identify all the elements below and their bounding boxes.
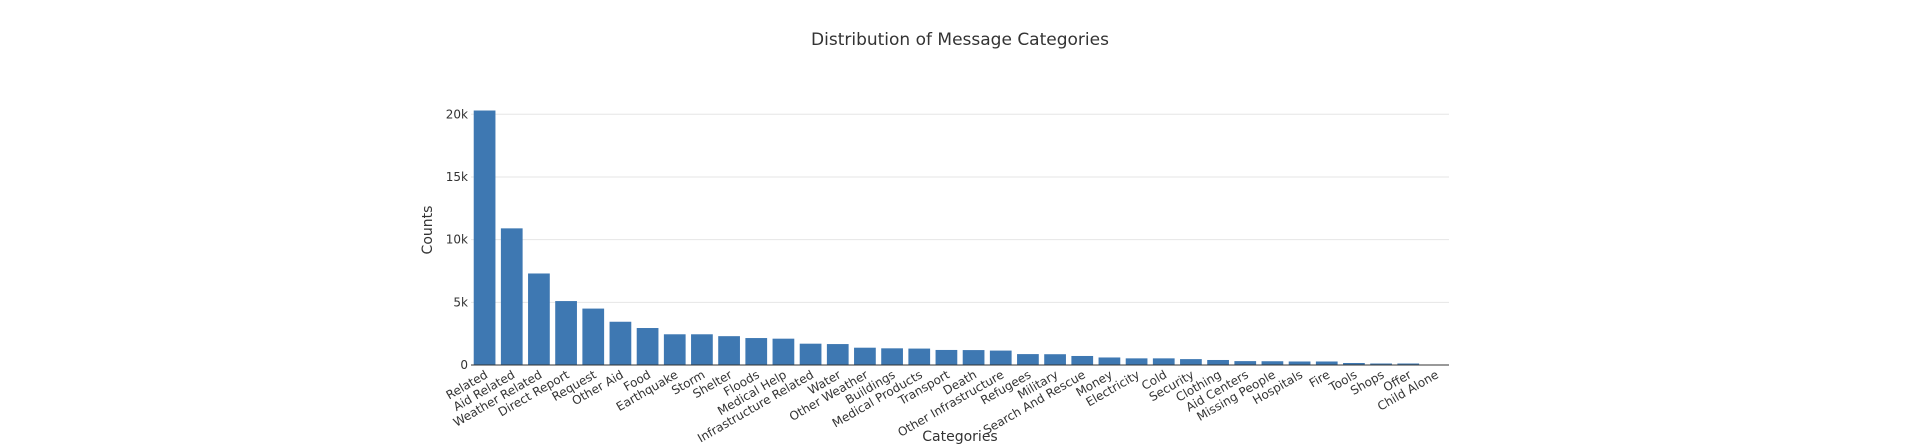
bar bbox=[1288, 361, 1311, 365]
bar bbox=[854, 347, 876, 365]
y-tick-label: 20k bbox=[446, 107, 468, 121]
bar bbox=[691, 334, 713, 365]
bar bbox=[1261, 361, 1284, 365]
bars bbox=[473, 110, 1420, 365]
bar bbox=[1315, 361, 1338, 365]
y-tick-label: 0 bbox=[460, 358, 468, 372]
y-tick-labels: 0 5k 10k 15k 20k bbox=[446, 107, 468, 372]
chart-title: Distribution of Message Categories bbox=[811, 30, 1109, 50]
bar bbox=[1152, 358, 1175, 365]
bar bbox=[1125, 358, 1148, 365]
bar bbox=[772, 338, 795, 365]
bar bbox=[718, 336, 740, 365]
bar bbox=[1017, 354, 1039, 365]
bar bbox=[1397, 363, 1420, 365]
bar bbox=[500, 228, 523, 365]
y-tick-label: 5k bbox=[453, 295, 468, 309]
x-axis-label: Categories bbox=[922, 429, 997, 445]
bar bbox=[1098, 357, 1121, 365]
bar bbox=[881, 348, 903, 365]
bar bbox=[1071, 355, 1094, 365]
bar bbox=[1343, 362, 1365, 365]
y-tick-label: 10k bbox=[446, 233, 468, 247]
bar bbox=[908, 348, 931, 365]
y-axis-label: Counts bbox=[420, 206, 436, 255]
bar bbox=[1180, 359, 1202, 365]
bar bbox=[1207, 359, 1229, 365]
bar bbox=[1044, 354, 1066, 365]
bar bbox=[473, 110, 496, 365]
bar bbox=[555, 301, 577, 365]
bar bbox=[609, 321, 632, 365]
bar bbox=[962, 350, 985, 365]
y-tick-label: 15k bbox=[446, 170, 468, 184]
bar bbox=[1370, 363, 1392, 365]
bar bbox=[636, 328, 659, 365]
gridlines bbox=[471, 113, 1449, 303]
bar bbox=[989, 350, 1012, 365]
bar bbox=[528, 273, 550, 365]
bar bbox=[745, 338, 768, 365]
bar bbox=[582, 308, 605, 365]
bar bbox=[663, 334, 686, 365]
bar bbox=[799, 343, 822, 365]
bar bbox=[826, 344, 849, 365]
bar bbox=[935, 349, 958, 365]
bar bbox=[1234, 361, 1257, 365]
